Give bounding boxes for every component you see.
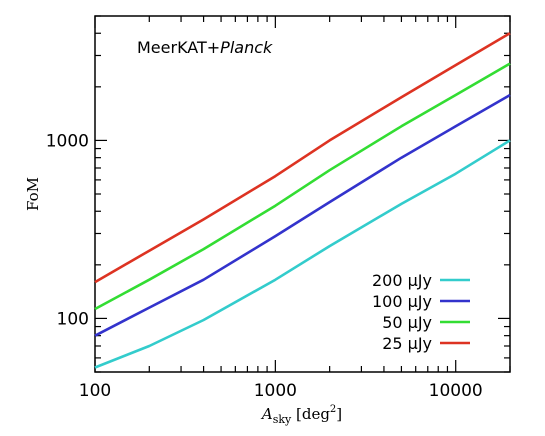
series-line [94, 32, 511, 284]
x-axis-title-close: ] [336, 405, 342, 423]
legend-label: 100 μJy [372, 292, 432, 311]
legend-label: 50 μJy [382, 313, 432, 332]
annotation-italic: Planck [220, 38, 273, 57]
x-tick-label: 100 [79, 381, 111, 401]
y-tick-label: 100 [57, 309, 89, 329]
legend-label: 200 μJy [372, 271, 432, 290]
annotation: MeerKAT+Planck [137, 38, 273, 57]
x-tick-label: 10000 [429, 381, 483, 401]
series-line [94, 62, 511, 311]
annotation-prefix: MeerKAT+ [137, 38, 220, 57]
series-lines [94, 32, 511, 369]
plot-frame [94, 15, 511, 373]
legend: 200 μJy 100 μJy 50 μJy 25 μJy [372, 271, 470, 353]
y-tick-labels: 100 1000 [46, 131, 89, 329]
x-axis-title-sup: 2 [330, 404, 336, 415]
x-tick-label: 1000 [254, 381, 297, 401]
x-axis-title-main: A [260, 405, 273, 423]
x-axis-title: Asky [deg2] [260, 404, 342, 426]
y-tick-label: 1000 [46, 131, 89, 151]
x-axis-title-unit: [deg [291, 405, 330, 423]
x-axis-title-sub: sky [273, 413, 292, 426]
series-line [94, 93, 511, 337]
series-line [94, 139, 511, 369]
legend-label: 25 μJy [382, 334, 432, 353]
x-tick-labels: 100 1000 10000 [79, 381, 483, 401]
y-axis-title: FoM [24, 177, 42, 211]
